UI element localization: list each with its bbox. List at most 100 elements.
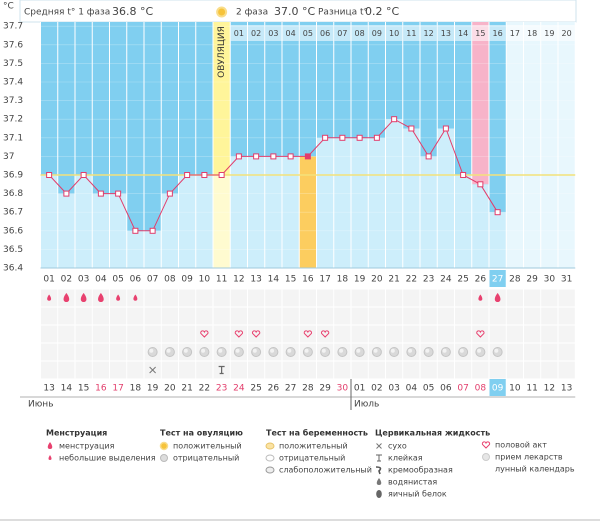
phase2-cell: [506, 25, 523, 41]
row-cell: [265, 325, 282, 343]
cycle-day: 15: [285, 275, 296, 285]
lunar-shine: [339, 348, 344, 353]
cycle-day: 11: [216, 275, 227, 285]
row-cell: [455, 325, 472, 343]
phase2-cell: [368, 25, 385, 41]
legend-item: водянистая: [388, 478, 437, 487]
heart-icon: [303, 330, 313, 338]
date-label: 27: [285, 384, 296, 394]
phase2-day: 10: [389, 29, 399, 38]
row-cell: [213, 325, 230, 343]
lunar-shine: [321, 348, 326, 353]
row-cell: [110, 325, 127, 343]
row-cell: [420, 361, 437, 379]
cycle-day: 12: [233, 275, 244, 285]
row-cell: [179, 361, 196, 379]
phase2-cell: [558, 25, 575, 41]
row-cell: [455, 289, 472, 307]
row-cell: [506, 343, 523, 361]
phase2-cell: [317, 25, 334, 41]
y-tick-label: 37: [3, 152, 14, 162]
row-cell: [213, 307, 230, 325]
row-cell: [524, 361, 541, 379]
legend-item: положительный: [173, 442, 242, 451]
phase2-cell: [265, 25, 282, 41]
row-cell: [75, 361, 92, 379]
pink-column: [471, 22, 489, 185]
cycle-day: 28: [509, 275, 521, 285]
heart-icon: [200, 330, 209, 338]
lunar-shine: [494, 348, 499, 353]
phase2-cell: [489, 25, 506, 41]
temp-point: [408, 125, 415, 132]
temp-bar: [368, 137, 386, 268]
row-cell: [110, 343, 127, 361]
row-cell: [41, 325, 58, 343]
phase2-day: 17: [510, 29, 520, 38]
lunar-icon: [475, 347, 486, 357]
row-cell: [213, 289, 230, 307]
row-cell: [127, 343, 144, 361]
row-cell: [558, 343, 575, 361]
legend-icon: [376, 478, 382, 485]
phase2-day: 11: [406, 29, 416, 38]
row-cell: [248, 307, 265, 325]
lunar-icon: [354, 347, 365, 357]
cycle-day: 22: [406, 275, 417, 285]
lunar-icon: [337, 347, 348, 357]
date-label: 29: [319, 384, 331, 394]
date-label: 12: [544, 384, 555, 394]
row-cell: [196, 307, 213, 325]
spotting-icon: [47, 294, 52, 301]
temp-bar: [489, 212, 507, 268]
lunar-shine: [252, 348, 257, 353]
phase2-day: 03: [268, 29, 278, 38]
row-cell: [41, 307, 58, 325]
legend-item: половой акт: [495, 441, 547, 450]
temp-point: [391, 116, 398, 123]
row-cell: [334, 307, 351, 325]
phase2-cell: [230, 25, 247, 41]
cycle-day: 21: [388, 275, 399, 285]
temp-point: [184, 172, 191, 178]
heart-icon: [320, 330, 330, 338]
spotting-icon: [133, 294, 138, 301]
cycle-day: 06: [130, 275, 142, 285]
row-cell: [75, 343, 92, 361]
temp-bar: [230, 156, 248, 268]
row-cell: [506, 307, 523, 325]
y-tick-label: 37.4: [3, 78, 23, 88]
temp-point: [322, 134, 329, 141]
temp-point: [253, 153, 260, 160]
ovulation-label: ОВУЛЯЦИЯ: [217, 26, 227, 78]
row-cell: [524, 289, 541, 307]
temp-bar: [471, 184, 489, 268]
row-cell: [179, 325, 196, 343]
row-cell: [299, 361, 316, 379]
legend-icon: [376, 454, 382, 462]
row-cell: [472, 325, 489, 343]
phase2-day: 07: [337, 29, 347, 38]
temp-bar: [178, 175, 196, 268]
date-label: 08: [475, 384, 487, 394]
temp-point: [287, 153, 294, 160]
row-cell: [541, 307, 558, 325]
row-cell: [351, 325, 368, 343]
temp-bar: [213, 175, 231, 268]
temp-point: [235, 153, 242, 160]
phase2-day: 04: [286, 29, 296, 38]
row-cell: [282, 361, 299, 379]
temp-bar: [316, 137, 334, 268]
row-cell: [58, 325, 75, 343]
date-label: 11: [526, 384, 537, 394]
temp-bar: [264, 156, 282, 268]
y-tick-label: 36.5: [3, 245, 23, 255]
date-label: 02: [371, 384, 382, 394]
phase2-day: 01: [234, 29, 244, 38]
lunar-icon: [216, 347, 227, 357]
date-label: 25: [250, 384, 261, 394]
phase2-day: 05: [303, 29, 313, 38]
row-cell: [334, 361, 351, 379]
temp-bar: [57, 193, 75, 268]
temp-bar: [92, 193, 110, 268]
